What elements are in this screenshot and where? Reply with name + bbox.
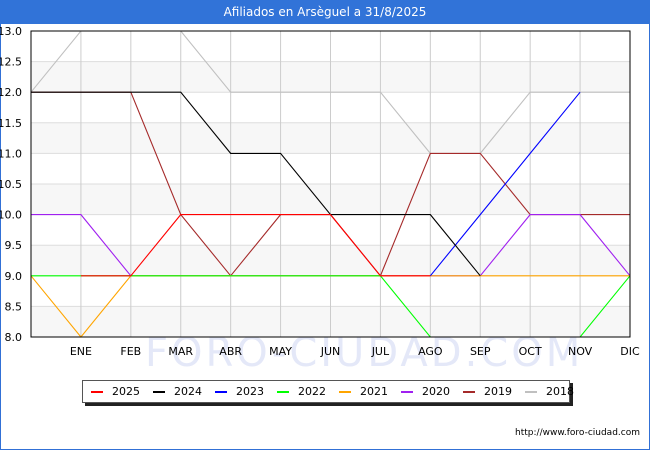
- legend-swatch-icon: [153, 390, 165, 393]
- watermark: FORO-CIUDAD.COM: [145, 330, 584, 376]
- y-tick-label: 12.5: [0, 56, 22, 69]
- x-tick-label: FEB: [120, 345, 141, 358]
- y-tick-label: 13.0: [0, 25, 22, 38]
- legend-label: 2025: [112, 385, 140, 398]
- legend-swatch-icon: [463, 390, 475, 393]
- legend-item-2024: 2024: [153, 385, 202, 398]
- source-url: http://www.foro-ciudad.com: [515, 428, 640, 438]
- legend-swatch-icon: [339, 390, 351, 393]
- series-line-2025: [80, 214, 431, 277]
- x-tick-label: AGO: [418, 345, 443, 358]
- x-tick-label: JUL: [371, 345, 390, 358]
- legend-label: 2020: [422, 385, 450, 398]
- legend-swatch-icon: [525, 390, 537, 393]
- chart-title: Afiliados en Arsèguel a 31/8/2025: [0, 0, 650, 24]
- legend-swatch-icon: [215, 390, 227, 393]
- legend-swatch-icon: [401, 390, 413, 393]
- legend-label: 2018: [546, 385, 574, 398]
- chart-legend: 2025 2024 2023 2022 2021 2020 2019 2018: [82, 380, 574, 403]
- y-tick-label: 9.0: [5, 270, 23, 283]
- legend-label: 2021: [360, 385, 388, 398]
- y-tick-label: 11.0: [0, 147, 22, 160]
- series-line-2024: [31, 91, 481, 277]
- legend-swatch-icon: [91, 390, 103, 393]
- y-tick-label: 8.0: [5, 331, 23, 344]
- x-tick-label: DIC: [620, 345, 640, 358]
- x-tick-label: OCT: [519, 345, 542, 358]
- y-tick-label: 8.5: [5, 300, 23, 313]
- legend-item-2021: 2021: [339, 385, 388, 398]
- x-tick-label: MAY: [269, 345, 292, 358]
- x-tick-label: SEP: [470, 345, 491, 358]
- y-tick-label: 10.5: [0, 178, 22, 191]
- y-tick-label: 10.0: [0, 209, 22, 222]
- legend-item-2018: 2018: [525, 385, 574, 398]
- legend-label: 2023: [236, 385, 264, 398]
- x-tick-label: NOV: [568, 345, 593, 358]
- y-tick-label: 12.0: [0, 86, 22, 99]
- legend-item-2022: 2022: [277, 385, 326, 398]
- legend-label: 2022: [298, 385, 326, 398]
- legend-swatch-icon: [277, 390, 289, 393]
- legend-item-2025: 2025: [91, 385, 140, 398]
- legend-item-2023: 2023: [215, 385, 264, 398]
- legend-label: 2024: [174, 385, 202, 398]
- legend-item-2019: 2019: [463, 385, 512, 398]
- y-tick-label: 11.5: [0, 117, 22, 130]
- x-tick-label: JUN: [320, 345, 341, 358]
- y-tick-label: 9.5: [5, 239, 23, 252]
- x-tick-label: MAR: [168, 345, 193, 358]
- legend-label: 2019: [484, 385, 512, 398]
- x-tick-label: ABR: [219, 345, 242, 358]
- x-tick-label: ENE: [70, 345, 92, 358]
- legend-item-2020: 2020: [401, 385, 450, 398]
